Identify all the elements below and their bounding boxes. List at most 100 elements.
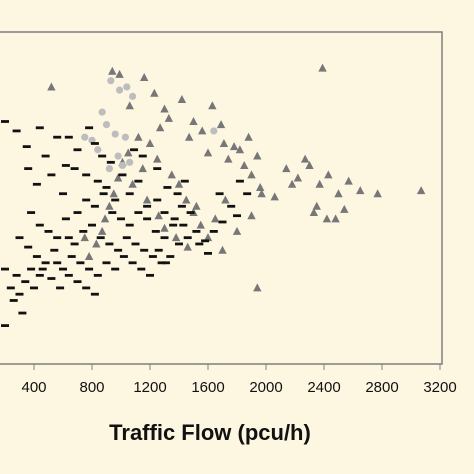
- circle-point: [102, 121, 111, 129]
- dash-point: [134, 211, 143, 214]
- triangle-point: [312, 201, 321, 210]
- dash-point: [117, 217, 125, 221]
- dash-point: [59, 192, 67, 196]
- dash-point: [85, 126, 94, 130]
- dash-point: [1, 267, 9, 271]
- dash-point: [64, 135, 73, 139]
- plot-frame: [0, 31, 443, 365]
- dash-point: [73, 280, 82, 284]
- dash-point: [102, 261, 111, 265]
- dash-point: [148, 255, 157, 258]
- dash-point: [70, 167, 79, 170]
- dash-point: [93, 179, 102, 183]
- triangle-point: [309, 208, 319, 217]
- dash-point: [88, 223, 96, 227]
- dash-point: [154, 248, 163, 252]
- dash-point: [175, 242, 183, 246]
- circle-point: [107, 77, 115, 85]
- dash-point: [12, 129, 21, 133]
- triangle-point: [221, 195, 230, 204]
- circle-point: [111, 130, 119, 138]
- x-tick-label: 3200: [423, 379, 456, 396]
- dash-point: [21, 280, 30, 284]
- dash-point: [90, 292, 99, 296]
- triangle-point: [115, 69, 124, 78]
- dash-point: [137, 267, 146, 271]
- dash-point: [130, 148, 139, 152]
- triangle-point: [183, 242, 192, 251]
- dash-point: [98, 154, 107, 158]
- triangle-point: [97, 226, 107, 235]
- dash-point: [64, 273, 73, 277]
- dash-point: [53, 261, 62, 265]
- dash-point: [114, 248, 123, 252]
- triangle-point: [344, 176, 353, 185]
- dash-point: [9, 299, 18, 302]
- dash-point: [177, 204, 186, 208]
- dash-point: [32, 255, 41, 258]
- triangle-point: [244, 132, 253, 141]
- dash-point: [204, 251, 212, 255]
- triangle-point: [324, 170, 333, 179]
- triangle-point: [84, 252, 94, 261]
- dash-point: [151, 230, 160, 233]
- dash-point: [96, 236, 105, 240]
- triangle-point: [124, 148, 133, 157]
- dash-point: [233, 214, 241, 218]
- dash-point: [179, 223, 188, 227]
- triangle-point: [315, 179, 324, 188]
- dash-point: [67, 255, 76, 258]
- dash-point: [35, 273, 44, 277]
- dash-point: [138, 154, 147, 158]
- dash-point: [12, 273, 21, 277]
- triangle-point: [182, 195, 191, 204]
- triangle-point: [287, 179, 297, 188]
- dash-point: [90, 204, 99, 208]
- dash-point: [15, 236, 24, 240]
- dash-point: [143, 204, 152, 208]
- dash-point: [201, 239, 210, 243]
- triangle-point: [171, 233, 181, 242]
- triangle-point: [282, 164, 291, 173]
- dash-point: [61, 217, 70, 221]
- triangle-point: [92, 239, 101, 248]
- triangle-point: [247, 211, 256, 220]
- dash-point: [183, 236, 192, 240]
- triangle-point: [138, 164, 147, 173]
- dash-point: [82, 173, 91, 177]
- triangle-point: [322, 214, 332, 223]
- circle-point: [81, 133, 89, 141]
- dash-point: [47, 173, 56, 177]
- triangle-point: [198, 126, 207, 135]
- triangle-point: [145, 138, 155, 147]
- triangle-point: [109, 189, 118, 198]
- triangle-point: [154, 211, 163, 220]
- triangle-point: [196, 220, 205, 229]
- triangle-point: [256, 182, 265, 191]
- dash-point: [173, 192, 182, 196]
- dash-point: [108, 211, 117, 214]
- dash-point: [53, 135, 62, 139]
- dash-point: [227, 204, 236, 208]
- dash-point: [56, 286, 65, 290]
- dash-point: [153, 198, 162, 202]
- dash-point: [18, 311, 27, 315]
- triangle-point: [174, 179, 184, 188]
- dash-point: [111, 198, 120, 202]
- triangle-point: [318, 63, 327, 72]
- dash-point: [50, 248, 59, 252]
- dash-point: [82, 286, 91, 290]
- triangle-point: [356, 186, 365, 195]
- triangle-point: [160, 104, 169, 113]
- dash-point: [111, 267, 120, 271]
- triangle-point: [160, 223, 169, 232]
- triangle-point: [134, 132, 143, 141]
- circle-point: [129, 92, 137, 100]
- dash-point: [6, 286, 15, 290]
- triangle-point: [105, 201, 114, 210]
- dash-point: [186, 211, 195, 214]
- dash-point: [73, 148, 82, 152]
- x-axis-label: Traffic Flow (pcu/h): [109, 420, 311, 445]
- x-tick-label: 2000: [249, 379, 282, 396]
- triangle-point: [331, 214, 340, 223]
